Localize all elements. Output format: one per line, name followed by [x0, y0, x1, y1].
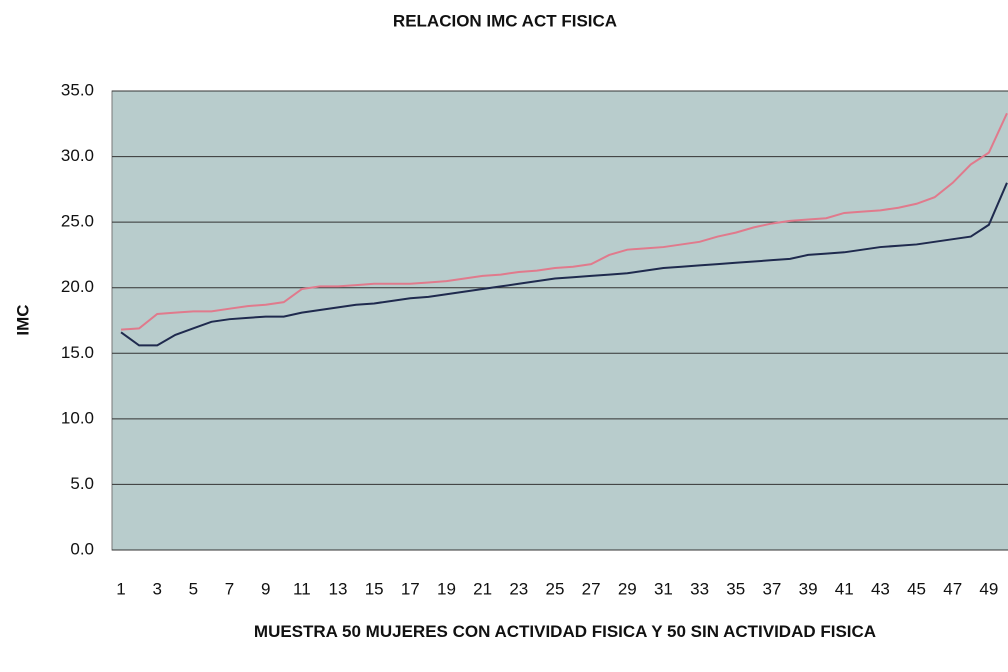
y-tick-label: 30.0: [61, 146, 94, 165]
x-tick-label: 43: [871, 579, 890, 598]
x-axis-label: MUESTRA 50 MUJERES CON ACTIVIDAD FISICA …: [253, 622, 877, 641]
x-tick-label: 3: [152, 579, 161, 598]
x-tick-label: 25: [545, 579, 564, 598]
plot-area: [111, 90, 1008, 551]
x-tick-label: 17: [401, 579, 420, 598]
x-tick-label: 41: [835, 579, 854, 598]
y-tick-label: 25.0: [61, 212, 94, 231]
chart-title: RELACION IMC ACT FISICA: [393, 11, 617, 30]
x-tick-label: 21: [473, 579, 492, 598]
x-tick-label: 47: [943, 579, 962, 598]
x-tick-label: 49: [979, 579, 998, 598]
y-tick-label: 15.0: [61, 343, 94, 362]
x-tick-label: 27: [582, 579, 601, 598]
x-tick-label: 33: [690, 579, 709, 598]
x-tick-label: 5: [189, 579, 198, 598]
x-tick-label: 19: [437, 579, 456, 598]
x-tick-label: 7: [225, 579, 234, 598]
y-axis-label: IMC: [13, 304, 32, 335]
line-series: [120, 182, 1008, 347]
y-tick-label: 5.0: [70, 474, 94, 493]
x-tick-label: 1: [116, 579, 125, 598]
x-tick-label: 23: [509, 579, 528, 598]
x-tick-label: 39: [799, 579, 818, 598]
y-tick-label: 0.0: [70, 539, 94, 558]
x-tick-label: 11: [293, 579, 311, 598]
x-tick-label: 29: [618, 579, 637, 598]
y-tick-label: 35.0: [61, 80, 94, 99]
x-tick-label: 37: [762, 579, 781, 598]
x-tick-label: 35: [726, 579, 745, 598]
x-tick-label: 15: [365, 579, 384, 598]
line-series: [120, 112, 1008, 331]
y-tick-label: 10.0: [61, 408, 94, 427]
x-tick-label: 13: [329, 579, 348, 598]
x-tick-label: 31: [654, 579, 673, 598]
x-tick-label: 45: [907, 579, 926, 598]
x-tick-label: 9: [261, 579, 270, 598]
y-tick-label: 20.0: [61, 277, 94, 296]
